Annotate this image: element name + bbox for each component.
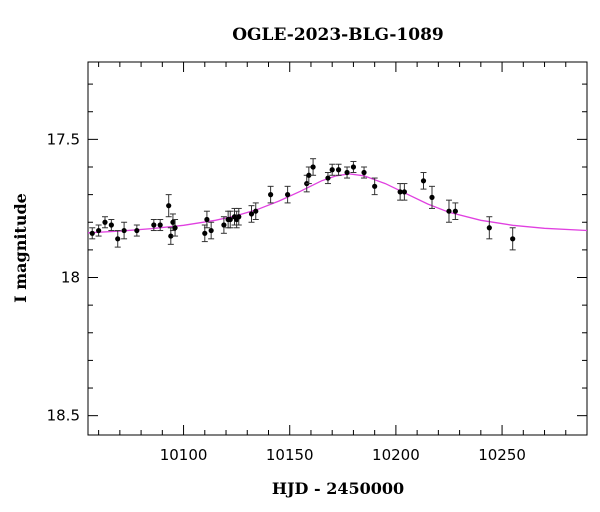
data-point [372, 183, 378, 189]
data-point-group [121, 221, 128, 240]
data-point [268, 192, 274, 198]
data-point [151, 222, 157, 228]
x-tick-label: 10100 [160, 446, 208, 464]
data-point-group [252, 202, 259, 220]
data-point [285, 192, 291, 198]
data-point [306, 172, 312, 178]
data-point-group [208, 221, 215, 240]
data-point-group [89, 227, 96, 240]
data-point-group [133, 224, 140, 237]
data-point [166, 203, 172, 209]
data-point [170, 219, 176, 225]
y-tick-label: 18.5 [47, 407, 80, 425]
data-point-group [108, 218, 115, 232]
data-point [350, 164, 357, 170]
data-point-group [150, 218, 157, 232]
data-point-group [329, 163, 336, 176]
data-point [121, 227, 127, 234]
data-point [221, 222, 227, 228]
data-point [134, 227, 140, 234]
data-point-group [486, 216, 493, 240]
data-point-group [401, 183, 408, 201]
data-point-group [220, 216, 227, 234]
x-axis-label: HJD - 2450000 [272, 479, 404, 498]
data-point [325, 175, 331, 181]
data-point [452, 208, 458, 214]
data-point-group [420, 172, 427, 190]
data-point [429, 194, 435, 200]
data-point [204, 216, 210, 223]
data-point [108, 222, 114, 228]
data-point [172, 225, 178, 231]
data-point [89, 230, 95, 236]
y-axis-label: I magnitude [11, 193, 30, 303]
data-point [157, 222, 163, 228]
data-point [397, 189, 403, 195]
data-point-group [452, 202, 459, 220]
data-point-group [284, 185, 291, 204]
data-point-group [350, 160, 357, 174]
axis-tick-labels: 10100 10150 10200 10250 17.5 18 18.5 [47, 130, 526, 464]
data-point-group [235, 207, 242, 226]
data-point-group [169, 213, 176, 232]
data-point-group [95, 224, 102, 237]
data-point-group [324, 172, 331, 185]
data-point-group [445, 199, 452, 223]
model-curve-group [87, 173, 588, 234]
data-point-group [227, 210, 234, 229]
x-tick-label: 10250 [478, 446, 526, 464]
data-point [446, 208, 452, 214]
data-point-group [335, 163, 342, 176]
data-point-group [428, 185, 435, 209]
data-point [401, 189, 407, 195]
data-point-group [361, 166, 368, 179]
data-point-group [509, 227, 516, 251]
data-point-group [203, 210, 210, 229]
data-point-group [303, 174, 310, 193]
data-point [310, 164, 316, 170]
data-point [329, 167, 335, 173]
data-point [168, 233, 174, 239]
data-point-group [371, 177, 378, 196]
data-point [236, 214, 242, 220]
data-point-group [310, 158, 317, 176]
data-point-group [248, 205, 255, 223]
data-point [248, 211, 255, 217]
axis-ticks [88, 62, 588, 435]
data-point-group [101, 216, 108, 229]
data-point [208, 227, 214, 234]
x-tick-label: 10200 [372, 446, 420, 464]
data-point [96, 227, 102, 234]
data-point [486, 225, 492, 231]
data-point-group [267, 185, 274, 204]
model-curve [87, 173, 588, 234]
y-tick-label: 17.5 [47, 130, 80, 148]
data-point [102, 219, 108, 225]
data-point [335, 167, 342, 173]
data-point-group [172, 218, 179, 237]
data-point [361, 169, 367, 176]
x-tick-label: 10150 [266, 446, 314, 464]
data-point [420, 178, 427, 184]
data-point-group [165, 194, 172, 218]
data-point [510, 236, 516, 242]
data-points-group [89, 158, 516, 251]
y-tick-label: 18 [61, 269, 80, 287]
data-point [253, 208, 259, 214]
data-point [202, 230, 208, 236]
data-point [344, 169, 350, 176]
data-point-group [157, 218, 164, 232]
data-point [115, 236, 121, 242]
chart-title: OGLE-2023-BLG-1089 [232, 25, 444, 45]
data-point-group [114, 230, 121, 248]
plot-frame [87, 61, 588, 436]
data-point [227, 216, 233, 223]
data-point-group [344, 166, 351, 179]
